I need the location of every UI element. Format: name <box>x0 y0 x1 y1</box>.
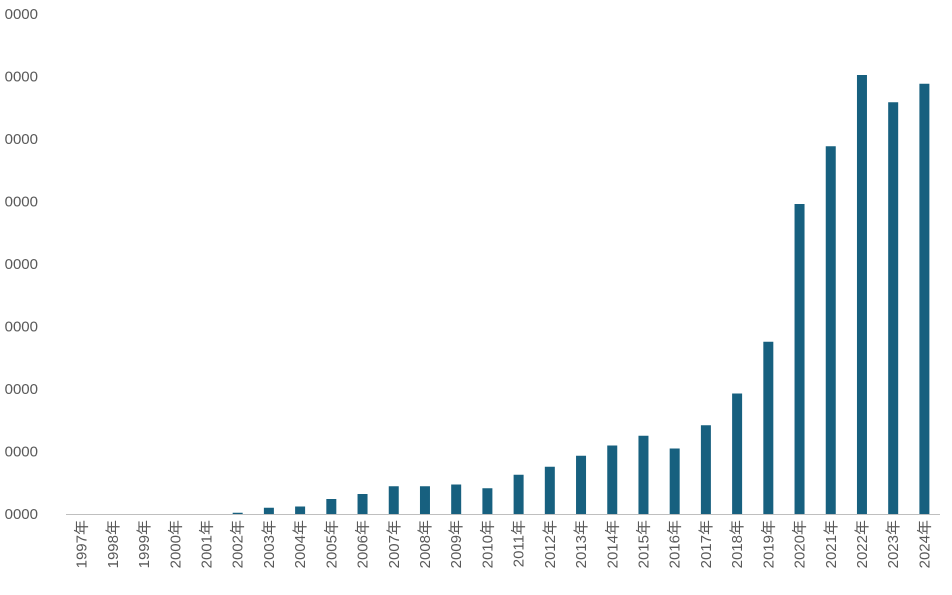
x-tick-label: 2005年 <box>323 520 340 568</box>
y-tick-label: 0000 <box>5 381 38 398</box>
y-tick-label: 0000 <box>5 444 38 461</box>
bar <box>482 488 493 514</box>
x-tick-label: 2011年 <box>511 520 528 567</box>
x-tick-label: 1997年 <box>74 520 91 568</box>
y-axis-tick-labels: 0000 0000 0000 0000 0000 0000 0000 0000 0000 <box>5 6 38 523</box>
x-tick-label: 2001年 <box>198 520 215 568</box>
y-tick-label: 0000 <box>5 194 38 211</box>
x-tick-label: 2023年 <box>885 520 902 568</box>
x-tick-label: 2015年 <box>635 520 652 568</box>
x-tick-label: 2020年 <box>792 520 809 568</box>
bar <box>888 102 899 514</box>
x-axis-tick-labels: 1997年 1998年 1999年 2000年 2001年 2002年 2003年 2004年… <box>74 520 934 568</box>
bar <box>763 341 774 514</box>
x-tick-label: 2024年 <box>916 520 933 568</box>
bar <box>388 486 399 514</box>
x-tick-label: 2007年 <box>386 520 403 568</box>
bar <box>856 75 867 514</box>
bar <box>232 512 243 514</box>
x-tick-label: 2009年 <box>448 520 465 568</box>
bar <box>919 83 930 514</box>
bar <box>669 448 680 514</box>
x-tick-label: 2019年 <box>760 520 777 568</box>
bar <box>263 507 274 514</box>
x-tick-label: 2014年 <box>604 520 621 568</box>
x-tick-label: 1999年 <box>136 520 153 568</box>
x-tick-label: 2002年 <box>230 520 247 568</box>
x-tick-label: 2022年 <box>854 520 871 568</box>
bar <box>295 506 306 514</box>
x-tick-label: 2000年 <box>167 520 184 568</box>
bar <box>326 499 337 514</box>
bar <box>794 204 805 514</box>
x-tick-label: 2008年 <box>417 520 434 568</box>
bar <box>419 486 430 514</box>
y-tick-label: 0000 <box>5 6 38 23</box>
bar <box>607 445 618 514</box>
x-tick-label: 1998年 <box>105 520 122 568</box>
bar <box>825 146 836 514</box>
bar <box>700 425 711 514</box>
x-tick-label: 2018年 <box>729 520 746 568</box>
bar <box>576 455 587 514</box>
x-tick-label: 2012年 <box>542 520 559 568</box>
y-tick-label: 0000 <box>5 131 38 148</box>
y-tick-label: 0000 <box>5 69 38 86</box>
x-tick-label: 2010年 <box>479 520 496 568</box>
bar <box>638 435 649 514</box>
bar <box>513 474 524 514</box>
bar <box>357 494 368 514</box>
bar <box>732 393 743 514</box>
y-tick-label: 0000 <box>5 319 38 336</box>
x-tick-label: 2017年 <box>698 520 715 568</box>
x-tick-label: 2006年 <box>355 520 372 568</box>
x-tick-label: 2004年 <box>292 520 309 568</box>
x-tick-label: 2013年 <box>573 520 590 568</box>
bar <box>451 484 462 514</box>
x-tick-label: 2016年 <box>667 520 684 568</box>
bar <box>544 466 555 514</box>
bar-series <box>232 75 930 514</box>
x-tick-label: 2003年 <box>261 520 278 568</box>
y-tick-label: 0000 <box>5 506 38 523</box>
y-tick-label: 0000 <box>5 256 38 273</box>
x-tick-label: 2021年 <box>823 520 840 568</box>
